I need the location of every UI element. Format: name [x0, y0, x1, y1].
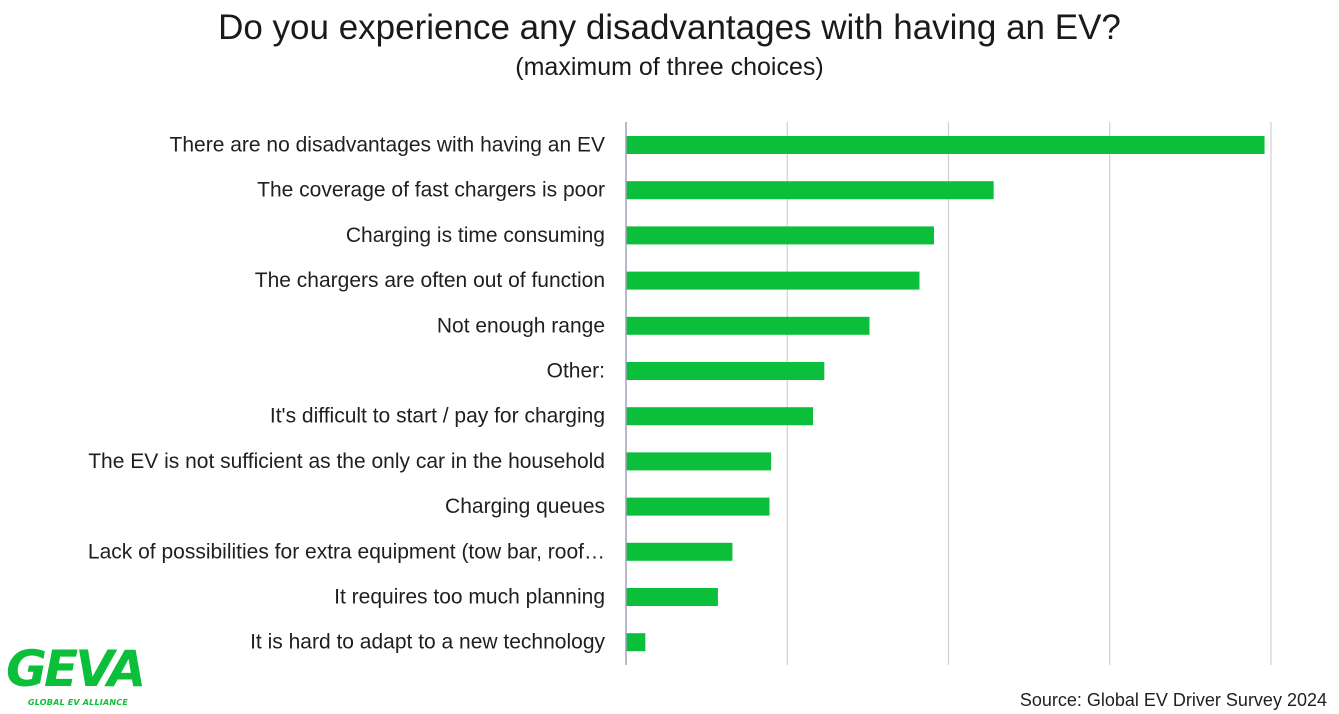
bar-3 — [626, 271, 920, 290]
category-label-5: Other: — [547, 360, 605, 383]
bar-1 — [626, 181, 994, 200]
category-label-7: The EV is not sufficient as the only car… — [88, 450, 605, 473]
geva-logo: GEVA GLOBAL EV ALLIANCE — [6, 640, 156, 708]
bar-0 — [626, 136, 1265, 154]
bar-10 — [626, 588, 718, 606]
bar-11 — [626, 633, 646, 652]
category-label-10: It requires too much planning — [334, 586, 605, 609]
source-note: Source: Global EV Driver Survey 2024 — [1019, 690, 1327, 710]
bar-7 — [626, 452, 772, 471]
logo-wordmark: GEVA — [6, 640, 146, 698]
bar-5 — [626, 362, 825, 380]
category-label-3: The chargers are often out of function — [255, 269, 605, 292]
bar-6 — [626, 407, 814, 426]
category-label-11: It is hard to adapt to a new technology — [250, 631, 605, 654]
chart-subtitle: (maximum of three choices) — [515, 53, 824, 81]
category-label-8: Charging queues — [445, 495, 605, 518]
category-labels: There are no disadvantages with having a… — [88, 134, 606, 654]
category-label-2: Charging is time consuming — [346, 224, 605, 247]
category-label-9: Lack of possibilities for extra equipmen… — [88, 540, 605, 563]
category-label-0: There are no disadvantages with having a… — [170, 134, 605, 157]
bar-4 — [626, 316, 870, 335]
category-label-6: It's difficult to start / pay for chargi… — [270, 405, 605, 428]
bars — [626, 136, 1265, 652]
gridlines — [786, 122, 1272, 665]
bar-2 — [626, 226, 934, 245]
bar-9 — [626, 542, 733, 561]
chart-title: Do you experience any disadvantages with… — [218, 8, 1121, 47]
logo-tagline: GLOBAL EV ALLIANCE — [28, 698, 128, 707]
bar-8 — [626, 497, 770, 516]
category-label-4: Not enough range — [437, 314, 605, 337]
category-label-1: The coverage of fast chargers is poor — [257, 179, 605, 202]
